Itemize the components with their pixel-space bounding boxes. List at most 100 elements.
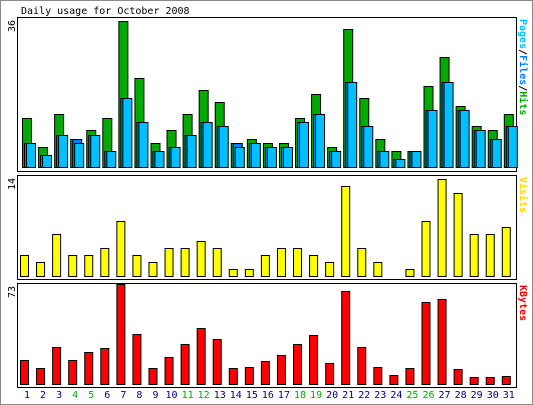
x-label-day-20: 20 bbox=[326, 390, 338, 401]
visits-panel: 14 Visits bbox=[7, 175, 529, 280]
bar-pages-day-6 bbox=[106, 151, 117, 168]
x-label-day-24: 24 bbox=[390, 390, 402, 401]
bar-visits-day-6 bbox=[100, 248, 110, 277]
bar-visits-day-22 bbox=[357, 248, 367, 277]
bar-pages-day-10 bbox=[170, 147, 181, 168]
hits-files-pages-ymax-label: 36 bbox=[7, 20, 18, 32]
bar-kbytes-day-23 bbox=[373, 367, 383, 385]
bar-kbytes-day-22 bbox=[357, 347, 367, 385]
bar-kbytes-day-2 bbox=[36, 368, 46, 385]
bar-kbytes-day-6 bbox=[100, 348, 110, 385]
bar-pages-day-21 bbox=[347, 82, 358, 168]
x-label-day-25: 25 bbox=[406, 390, 418, 401]
bar-visits-day-13 bbox=[212, 248, 222, 277]
bar-pages-day-17 bbox=[282, 147, 293, 168]
bar-kbytes-day-14 bbox=[228, 368, 238, 385]
bar-kbytes-day-11 bbox=[180, 344, 190, 385]
x-label-day-10: 10 bbox=[166, 390, 178, 401]
bar-pages-day-20 bbox=[331, 151, 342, 168]
bar-visits-day-29 bbox=[469, 234, 479, 277]
x-label-day-3: 3 bbox=[56, 390, 62, 401]
bar-kbytes-day-19 bbox=[309, 335, 319, 385]
bar-visits-day-1 bbox=[20, 255, 29, 277]
bar-visits-day-26 bbox=[421, 221, 431, 277]
bar-pages-day-11 bbox=[186, 135, 197, 168]
x-label-day-15: 15 bbox=[246, 390, 258, 401]
bar-visits-day-9 bbox=[148, 262, 158, 277]
x-label-day-31: 31 bbox=[503, 390, 515, 401]
bar-kbytes-day-26 bbox=[421, 302, 431, 385]
bar-visits-day-3 bbox=[52, 234, 62, 277]
bar-pages-day-30 bbox=[491, 139, 502, 168]
x-label-day-21: 21 bbox=[342, 390, 354, 401]
bar-visits-day-16 bbox=[260, 255, 270, 277]
bar-kbytes-day-20 bbox=[325, 363, 335, 385]
bar-pages-day-5 bbox=[90, 135, 101, 168]
bar-pages-day-19 bbox=[315, 114, 326, 168]
x-label-day-18: 18 bbox=[294, 390, 306, 401]
bar-pages-day-25 bbox=[411, 151, 422, 168]
bar-visits-day-8 bbox=[132, 255, 142, 277]
bar-kbytes-day-3 bbox=[52, 347, 62, 385]
series-label-part: Hits bbox=[517, 91, 529, 115]
bar-pages-day-28 bbox=[459, 110, 470, 168]
bar-kbytes-day-4 bbox=[68, 360, 78, 385]
bar-visits-day-23 bbox=[373, 262, 383, 277]
bar-kbytes-day-5 bbox=[84, 352, 94, 385]
bar-visits-day-19 bbox=[309, 255, 319, 277]
bar-visits-day-15 bbox=[244, 269, 254, 277]
bar-visits-day-31 bbox=[501, 227, 511, 277]
series-label-part: Files bbox=[517, 55, 529, 85]
bar-pages-day-29 bbox=[475, 130, 486, 168]
bar-pages-day-24 bbox=[395, 159, 406, 168]
x-label-day-30: 30 bbox=[487, 390, 499, 401]
bar-pages-day-16 bbox=[266, 147, 277, 168]
bar-kbytes-day-9 bbox=[148, 368, 158, 385]
bar-visits-day-27 bbox=[437, 179, 447, 277]
x-label-day-23: 23 bbox=[374, 390, 386, 401]
x-label-day-12: 12 bbox=[198, 390, 210, 401]
bar-kbytes-day-29 bbox=[469, 377, 479, 385]
x-label-day-29: 29 bbox=[471, 390, 483, 401]
bar-kbytes-day-27 bbox=[437, 299, 447, 385]
bar-visits-day-28 bbox=[453, 193, 463, 277]
kbytes-ymax-label: 73 bbox=[7, 286, 18, 298]
bar-kbytes-day-1 bbox=[20, 360, 29, 385]
bar-pages-day-27 bbox=[443, 82, 454, 168]
series-label-part: / bbox=[517, 49, 528, 55]
x-label-day-13: 13 bbox=[214, 390, 226, 401]
bar-visits-day-7 bbox=[116, 221, 126, 277]
x-label-day-9: 9 bbox=[152, 390, 158, 401]
bar-pages-day-15 bbox=[250, 143, 261, 168]
visits-series-label: Visits bbox=[517, 177, 529, 213]
x-label-day-26: 26 bbox=[422, 390, 434, 401]
bar-kbytes-day-16 bbox=[260, 361, 270, 385]
bar-pages-day-2 bbox=[42, 155, 53, 168]
series-label-part: Pages bbox=[517, 19, 528, 49]
bar-kbytes-day-7 bbox=[116, 284, 126, 385]
bar-pages-day-9 bbox=[154, 151, 165, 168]
bar-kbytes-day-10 bbox=[164, 357, 174, 385]
x-label-day-22: 22 bbox=[358, 390, 370, 401]
bar-kbytes-day-24 bbox=[389, 375, 399, 385]
bar-visits-day-18 bbox=[293, 248, 303, 277]
bar-visits-day-2 bbox=[36, 262, 46, 277]
bar-visits-day-5 bbox=[84, 255, 94, 277]
bar-visits-day-14 bbox=[228, 269, 238, 277]
bar-kbytes-day-12 bbox=[196, 328, 206, 385]
bar-pages-day-4 bbox=[74, 143, 85, 168]
bar-visits-day-10 bbox=[164, 248, 174, 277]
x-label-day-6: 6 bbox=[104, 390, 110, 401]
kbytes-panel: 73 KBytes bbox=[7, 283, 528, 388]
bar-pages-day-8 bbox=[138, 122, 149, 168]
bar-visits-day-17 bbox=[276, 248, 286, 277]
bar-visits-day-25 bbox=[405, 269, 415, 277]
bar-visits-day-30 bbox=[485, 234, 495, 277]
x-axis-day-labels: 1 2 3 4 5 6 7 8 9 10 11 12 13 14 15 16 17 18 19 20 21 22 23 24 2… bbox=[24, 390, 515, 401]
visits-ymax-label: 14 bbox=[7, 178, 18, 190]
x-label-day-19: 19 bbox=[310, 390, 322, 401]
bar-kbytes-day-13 bbox=[212, 339, 222, 385]
hits-files-pages-series-label: Pages/Files/Hits bbox=[517, 19, 529, 115]
